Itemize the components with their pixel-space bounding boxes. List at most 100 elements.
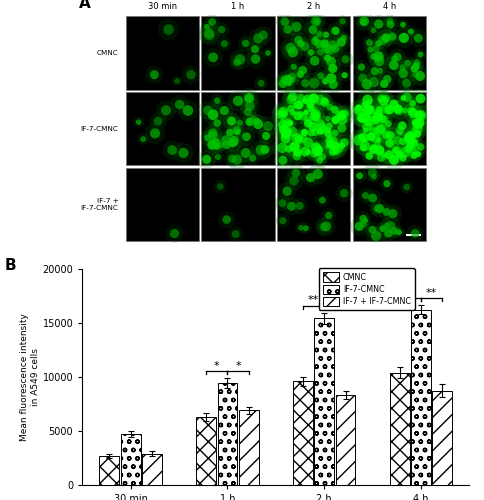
Point	[151, 70, 158, 78]
Point	[170, 228, 178, 236]
Point	[390, 100, 398, 108]
Point	[358, 114, 365, 122]
Point	[390, 156, 398, 164]
Point	[386, 18, 394, 25]
Point	[221, 40, 228, 48]
Point	[307, 129, 315, 137]
Point	[151, 70, 158, 78]
Point	[232, 230, 240, 238]
Point	[395, 106, 403, 114]
Point	[307, 99, 315, 107]
Point	[279, 216, 287, 224]
Point	[365, 38, 373, 46]
Point	[245, 94, 253, 102]
Point	[282, 130, 289, 138]
Point	[233, 58, 241, 66]
Bar	[411, 310, 431, 485]
Point	[246, 118, 254, 126]
Point	[359, 144, 367, 152]
Point	[301, 42, 309, 50]
Point	[304, 116, 312, 124]
Point	[403, 79, 410, 87]
Point	[410, 152, 418, 160]
Point	[385, 139, 393, 147]
Point	[391, 55, 398, 63]
Point	[299, 66, 307, 74]
Point	[289, 93, 297, 101]
Point	[391, 227, 398, 235]
Point	[368, 168, 376, 176]
Point	[320, 223, 328, 231]
Point	[391, 55, 398, 63]
Point	[414, 150, 422, 158]
Point	[244, 108, 252, 116]
Text: IF-7-CMNC: IF-7-CMNC	[80, 126, 119, 132]
Point	[314, 170, 321, 178]
Point	[151, 130, 159, 138]
Point	[205, 30, 213, 38]
Point	[385, 106, 393, 114]
Text: CMNC: CMNC	[97, 50, 119, 56]
Point	[311, 37, 319, 45]
Point	[370, 78, 378, 86]
Point	[213, 142, 221, 150]
Point	[299, 134, 306, 142]
Point	[307, 174, 315, 182]
Point	[340, 34, 348, 42]
Point	[310, 79, 318, 87]
Point	[176, 100, 183, 108]
Point	[371, 67, 378, 75]
Point	[370, 172, 378, 180]
Point	[417, 94, 424, 102]
Point	[165, 26, 172, 34]
Point	[284, 76, 292, 84]
Point	[244, 108, 252, 116]
Point	[288, 128, 296, 136]
Point	[389, 32, 396, 40]
Point	[382, 34, 390, 42]
Point	[382, 131, 390, 139]
Point	[410, 139, 418, 147]
Point	[413, 59, 421, 67]
Point	[399, 20, 407, 28]
Text: **: **	[426, 288, 438, 298]
Point	[242, 40, 249, 48]
Point	[358, 114, 365, 122]
Point	[385, 120, 393, 128]
Point	[300, 112, 307, 120]
Point	[220, 106, 228, 114]
Point	[378, 94, 385, 102]
Point	[365, 152, 373, 160]
Point	[327, 74, 335, 82]
Point	[306, 102, 314, 110]
Point	[287, 104, 295, 112]
Point	[295, 136, 303, 143]
Point	[259, 31, 267, 39]
Point	[278, 110, 286, 118]
Point	[209, 129, 217, 137]
Point	[362, 192, 369, 200]
Point	[304, 148, 312, 156]
Point	[204, 106, 212, 114]
Point	[280, 75, 288, 83]
Point	[213, 96, 221, 104]
Point	[399, 70, 407, 78]
Point	[289, 76, 297, 84]
Point	[393, 105, 401, 113]
Point	[327, 140, 335, 148]
Point	[292, 169, 300, 177]
Point	[404, 59, 411, 67]
Point	[310, 106, 318, 114]
Point	[325, 126, 333, 134]
Point	[168, 146, 176, 154]
Point	[396, 150, 404, 158]
Point	[302, 224, 310, 232]
Point	[318, 124, 326, 132]
Point	[372, 116, 380, 124]
Point	[312, 34, 319, 42]
Point	[312, 110, 320, 118]
Point	[335, 144, 343, 152]
Point	[401, 148, 409, 156]
Point	[342, 56, 349, 64]
Point	[292, 102, 300, 110]
